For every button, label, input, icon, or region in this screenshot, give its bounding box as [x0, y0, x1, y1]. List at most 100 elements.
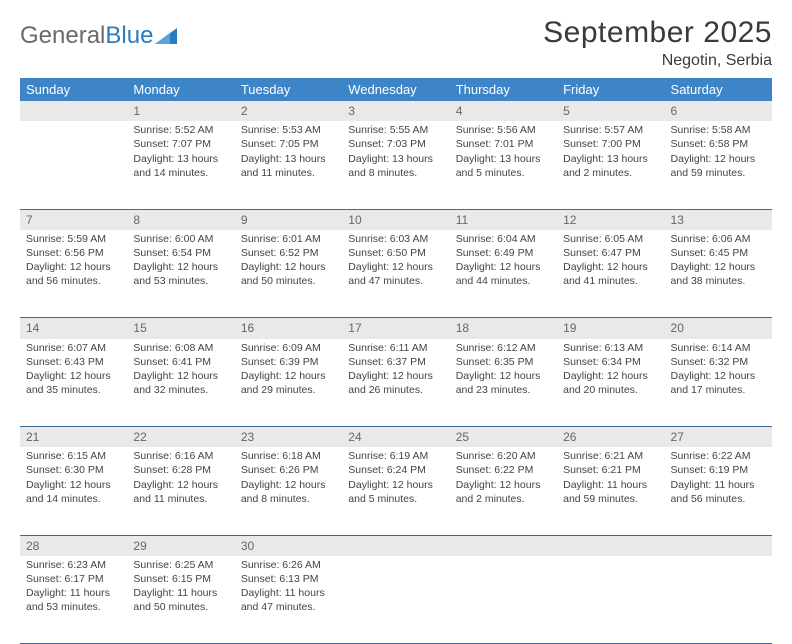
sunset-line: Sunset: 6:24 PM	[348, 463, 443, 477]
calendar-table: SundayMondayTuesdayWednesdayThursdayFrid…	[20, 78, 772, 644]
sunset-line: Sunset: 6:37 PM	[348, 355, 443, 369]
brand-word2: Blue	[105, 22, 153, 50]
weekday-header: Thursday	[450, 78, 557, 101]
daylight-line: Daylight: 12 hours and 59 minutes.	[671, 152, 766, 180]
daylight-line: Daylight: 12 hours and 53 minutes.	[133, 260, 228, 288]
week-row: Sunrise: 5:52 AMSunset: 7:07 PMDaylight:…	[20, 121, 772, 209]
sunrise-line: Sunrise: 6:23 AM	[26, 558, 121, 572]
day-number: 17	[342, 318, 449, 339]
day-cell: Sunrise: 6:04 AMSunset: 6:49 PMDaylight:…	[450, 230, 557, 318]
day-cell	[557, 556, 664, 644]
sunrise-line: Sunrise: 5:56 AM	[456, 123, 551, 137]
sunset-line: Sunset: 6:54 PM	[133, 246, 228, 260]
day-cell: Sunrise: 5:59 AMSunset: 6:56 PMDaylight:…	[20, 230, 127, 318]
sunrise-line: Sunrise: 6:22 AM	[671, 449, 766, 463]
day-cell: Sunrise: 6:13 AMSunset: 6:34 PMDaylight:…	[557, 339, 664, 427]
sunrise-line: Sunrise: 6:12 AM	[456, 341, 551, 355]
sail-icon	[155, 26, 181, 46]
day-number: 8	[127, 209, 234, 230]
sunrise-line: Sunrise: 5:53 AM	[241, 123, 336, 137]
day-number: 25	[450, 427, 557, 448]
daynum-row: 123456	[20, 101, 772, 121]
sunrise-line: Sunrise: 6:26 AM	[241, 558, 336, 572]
day-number: 3	[342, 101, 449, 121]
day-cell: Sunrise: 6:07 AMSunset: 6:43 PMDaylight:…	[20, 339, 127, 427]
day-cell: Sunrise: 6:19 AMSunset: 6:24 PMDaylight:…	[342, 447, 449, 535]
daylight-line: Daylight: 11 hours and 59 minutes.	[563, 478, 658, 506]
sunset-line: Sunset: 6:34 PM	[563, 355, 658, 369]
day-cell: Sunrise: 6:06 AMSunset: 6:45 PMDaylight:…	[665, 230, 772, 318]
sunrise-line: Sunrise: 6:04 AM	[456, 232, 551, 246]
sunrise-line: Sunrise: 6:11 AM	[348, 341, 443, 355]
day-number: 12	[557, 209, 664, 230]
brand-logo: GeneralBlue	[20, 16, 181, 50]
day-cell: Sunrise: 6:20 AMSunset: 6:22 PMDaylight:…	[450, 447, 557, 535]
day-number	[557, 535, 664, 556]
sunset-line: Sunset: 6:52 PM	[241, 246, 336, 260]
sunset-line: Sunset: 6:22 PM	[456, 463, 551, 477]
sunrise-line: Sunrise: 6:14 AM	[671, 341, 766, 355]
sunset-line: Sunset: 6:58 PM	[671, 137, 766, 151]
sunrise-line: Sunrise: 6:05 AM	[563, 232, 658, 246]
week-row: Sunrise: 6:23 AMSunset: 6:17 PMDaylight:…	[20, 556, 772, 644]
sunset-line: Sunset: 6:32 PM	[671, 355, 766, 369]
daynum-row: 21222324252627	[20, 427, 772, 448]
day-number: 20	[665, 318, 772, 339]
daylight-line: Daylight: 13 hours and 2 minutes.	[563, 152, 658, 180]
day-number: 7	[20, 209, 127, 230]
day-number: 18	[450, 318, 557, 339]
daylight-line: Daylight: 12 hours and 38 minutes.	[671, 260, 766, 288]
day-number: 30	[235, 535, 342, 556]
sunrise-line: Sunrise: 6:20 AM	[456, 449, 551, 463]
sunrise-line: Sunrise: 6:15 AM	[26, 449, 121, 463]
weekday-header: Sunday	[20, 78, 127, 101]
sunrise-line: Sunrise: 5:55 AM	[348, 123, 443, 137]
daylight-line: Daylight: 13 hours and 8 minutes.	[348, 152, 443, 180]
daylight-line: Daylight: 11 hours and 50 minutes.	[133, 586, 228, 614]
day-number: 14	[20, 318, 127, 339]
sunset-line: Sunset: 6:26 PM	[241, 463, 336, 477]
sunset-line: Sunset: 6:43 PM	[26, 355, 121, 369]
sunrise-line: Sunrise: 5:59 AM	[26, 232, 121, 246]
day-cell	[342, 556, 449, 644]
day-cell: Sunrise: 6:23 AMSunset: 6:17 PMDaylight:…	[20, 556, 127, 644]
sunrise-line: Sunrise: 5:57 AM	[563, 123, 658, 137]
day-number: 4	[450, 101, 557, 121]
sunset-line: Sunset: 7:05 PM	[241, 137, 336, 151]
sunset-line: Sunset: 6:47 PM	[563, 246, 658, 260]
daylight-line: Daylight: 12 hours and 32 minutes.	[133, 369, 228, 397]
calendar-body: 123456Sunrise: 5:52 AMSunset: 7:07 PMDay…	[20, 101, 772, 644]
sunrise-line: Sunrise: 6:13 AM	[563, 341, 658, 355]
page-title: September 2025	[543, 16, 772, 50]
day-number: 24	[342, 427, 449, 448]
day-number: 15	[127, 318, 234, 339]
daylight-line: Daylight: 12 hours and 26 minutes.	[348, 369, 443, 397]
sunset-line: Sunset: 7:03 PM	[348, 137, 443, 151]
weekday-header-row: SundayMondayTuesdayWednesdayThursdayFrid…	[20, 78, 772, 101]
brand-word1: General	[20, 22, 105, 50]
sunset-line: Sunset: 6:50 PM	[348, 246, 443, 260]
daylight-line: Daylight: 13 hours and 11 minutes.	[241, 152, 336, 180]
day-cell	[665, 556, 772, 644]
day-cell: Sunrise: 6:08 AMSunset: 6:41 PMDaylight:…	[127, 339, 234, 427]
daylight-line: Daylight: 11 hours and 53 minutes.	[26, 586, 121, 614]
sunset-line: Sunset: 6:45 PM	[671, 246, 766, 260]
daylight-line: Daylight: 12 hours and 41 minutes.	[563, 260, 658, 288]
sunset-line: Sunset: 6:35 PM	[456, 355, 551, 369]
sunset-line: Sunset: 6:30 PM	[26, 463, 121, 477]
sunset-line: Sunset: 6:49 PM	[456, 246, 551, 260]
daylight-line: Daylight: 13 hours and 14 minutes.	[133, 152, 228, 180]
day-cell: Sunrise: 6:14 AMSunset: 6:32 PMDaylight:…	[665, 339, 772, 427]
day-number: 10	[342, 209, 449, 230]
location-label: Negotin, Serbia	[543, 52, 772, 70]
sunrise-line: Sunrise: 6:00 AM	[133, 232, 228, 246]
daylight-line: Daylight: 12 hours and 47 minutes.	[348, 260, 443, 288]
daylight-line: Daylight: 12 hours and 8 minutes.	[241, 478, 336, 506]
sunset-line: Sunset: 6:17 PM	[26, 572, 121, 586]
day-cell: Sunrise: 6:12 AMSunset: 6:35 PMDaylight:…	[450, 339, 557, 427]
daylight-line: Daylight: 11 hours and 56 minutes.	[671, 478, 766, 506]
daylight-line: Daylight: 12 hours and 44 minutes.	[456, 260, 551, 288]
day-cell: Sunrise: 6:11 AMSunset: 6:37 PMDaylight:…	[342, 339, 449, 427]
daylight-line: Daylight: 12 hours and 50 minutes.	[241, 260, 336, 288]
day-number: 16	[235, 318, 342, 339]
